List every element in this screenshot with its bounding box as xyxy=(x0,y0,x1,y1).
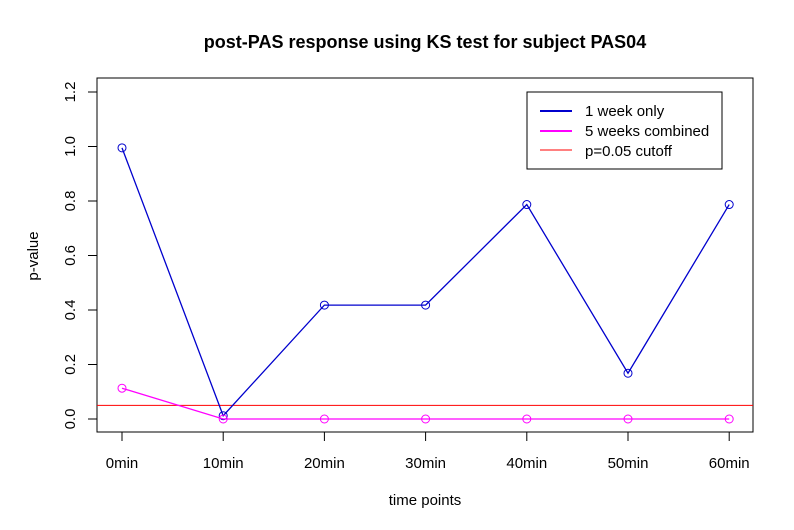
data-point xyxy=(724,200,734,210)
x-tick-label: 0min xyxy=(106,455,139,472)
series-line xyxy=(121,387,730,420)
x-tick-label: 30min xyxy=(405,455,446,472)
y-tick-label: 0.6 xyxy=(62,245,79,266)
data-point xyxy=(421,414,431,424)
y-tick-label: 1.2 xyxy=(62,82,79,103)
data-point xyxy=(724,414,734,424)
data-point xyxy=(421,300,431,310)
y-tick-label: 0.4 xyxy=(62,300,79,321)
legend: 1 week only 5 weeks combined p=0.05 cuto… xyxy=(526,91,723,170)
data-point xyxy=(218,411,228,421)
data-point xyxy=(522,414,532,424)
y-axis: 0.0 0.2 0.4 0.6 0.8 1.0 1.2 xyxy=(62,82,98,430)
y-tick-label: 0.8 xyxy=(62,191,79,212)
data-point xyxy=(319,300,329,310)
data-point xyxy=(319,414,329,424)
series-2 xyxy=(117,383,734,424)
chart-title: post-PAS response using KS test for subj… xyxy=(204,32,646,52)
y-tick-label: 1.0 xyxy=(62,136,79,157)
data-point xyxy=(218,414,228,424)
x-axis: 0min 10min 20min 30min 40min 50min 60min xyxy=(106,431,750,472)
legend-label-series-2: 5 weeks combined xyxy=(585,123,709,140)
data-point xyxy=(117,143,127,153)
x-tick-label: 40min xyxy=(506,455,547,472)
series-1 xyxy=(117,143,734,421)
y-axis-label: p-value xyxy=(25,231,42,280)
data-point xyxy=(623,414,633,424)
y-tick-label: 0.2 xyxy=(62,354,79,375)
series-layer xyxy=(117,143,734,424)
x-tick-label: 60min xyxy=(709,455,750,472)
y-tick-label: 0.0 xyxy=(62,409,79,430)
data-point xyxy=(117,383,127,393)
legend-label-cutoff: p=0.05 cutoff xyxy=(585,143,673,160)
data-point xyxy=(623,368,633,378)
x-tick-label: 50min xyxy=(608,455,649,472)
x-tick-label: 20min xyxy=(304,455,345,472)
x-tick-label: 10min xyxy=(203,455,244,472)
series-line xyxy=(121,147,730,417)
legend-label-series-1: 1 week only xyxy=(585,103,665,120)
x-axis-label: time points xyxy=(389,492,462,509)
data-point xyxy=(522,200,532,210)
